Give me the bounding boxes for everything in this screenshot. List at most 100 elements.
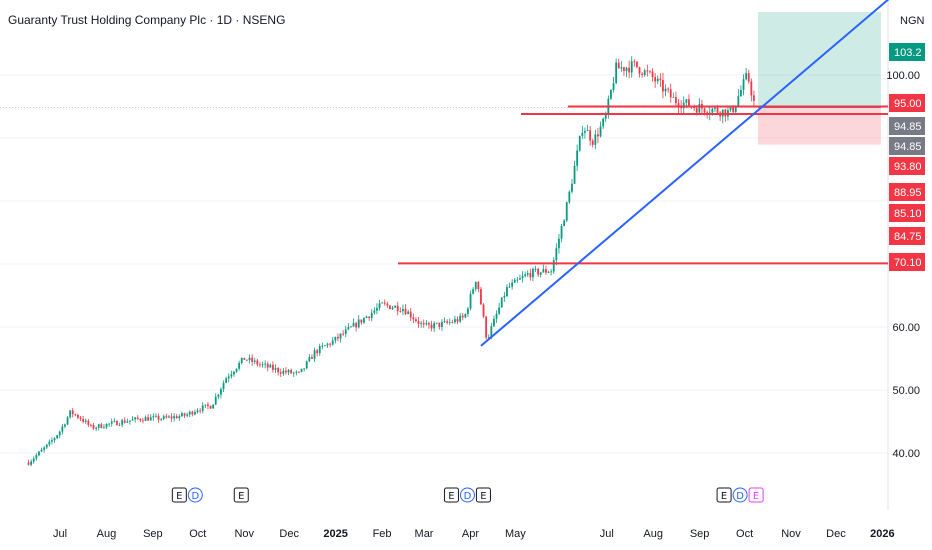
candle-body: [412, 317, 415, 320]
candle-body: [539, 272, 542, 275]
candle-body: [295, 371, 298, 373]
candle-body: [285, 370, 287, 373]
x-tick-label: Jul: [600, 528, 614, 540]
candle-body: [157, 415, 160, 420]
candle-body: [339, 333, 342, 339]
candle-body: [602, 118, 605, 127]
position-target-zone[interactable]: [758, 12, 881, 108]
candle-body: [641, 73, 644, 76]
candle-body: [51, 440, 53, 442]
x-tick-label: Apr: [462, 528, 479, 540]
y-tick-label: 60.00: [892, 322, 920, 334]
candle-body: [45, 444, 48, 448]
event-mark-label[interactable]: E: [238, 491, 244, 502]
candle-body: [352, 322, 355, 327]
candle-body: [32, 458, 35, 462]
candle-body: [376, 307, 378, 311]
candle-body: [552, 260, 555, 272]
earnings-event-icon[interactable]: [716, 487, 732, 503]
candle-body: [110, 421, 113, 424]
x-tick-label: Nov: [781, 528, 801, 540]
currency-label[interactable]: NGN: [900, 15, 925, 27]
event-mark-label[interactable]: E: [480, 491, 486, 502]
event-mark-label[interactable]: E: [753, 491, 759, 502]
candle-body: [584, 131, 586, 133]
candle-body: [454, 319, 456, 323]
candle-body: [165, 416, 168, 418]
dividend-event-icon[interactable]: [732, 487, 748, 503]
candle-body: [360, 319, 363, 323]
earnings-event-icon[interactable]: [443, 487, 459, 503]
candle-body: [186, 414, 189, 416]
price-label-box: [889, 137, 925, 155]
candle-body: [303, 368, 306, 370]
event-mark-label[interactable]: D: [736, 491, 744, 502]
dividend-event-icon[interactable]: [459, 487, 475, 503]
candle-body: [147, 417, 150, 421]
position-stop-zone[interactable]: [758, 107, 881, 145]
candle-body: [721, 109, 724, 117]
candle-body: [495, 313, 498, 319]
earnings-event-icon[interactable]: [475, 487, 491, 503]
earnings-event-icon[interactable]: [233, 487, 249, 503]
candle-body: [732, 107, 735, 112]
candle-body: [142, 420, 144, 422]
event-mark-label[interactable]: E: [721, 491, 727, 502]
candle-body: [747, 73, 750, 82]
candle-body: [646, 70, 649, 72]
candle-body: [238, 362, 241, 369]
candle-body: [594, 134, 597, 145]
candle-body: [100, 424, 103, 428]
earnings-event-icon[interactable]: [748, 487, 764, 503]
candle-body: [511, 282, 514, 287]
price-label: 85.10: [894, 208, 922, 220]
event-mark-label[interactable]: D: [464, 491, 472, 502]
candle-body: [409, 311, 412, 318]
candle-body: [456, 319, 459, 322]
candle-body: [243, 357, 246, 360]
candle-body: [318, 346, 321, 354]
dividend-event-icon[interactable]: [187, 487, 203, 503]
price-label: 93.80: [894, 161, 922, 173]
candle-body: [199, 410, 202, 412]
candle-body: [734, 105, 737, 112]
candle-body: [209, 405, 212, 409]
candle-body: [597, 134, 599, 137]
candle-body: [168, 416, 170, 418]
candle-body: [526, 273, 529, 275]
event-mark-label[interactable]: D: [191, 491, 199, 502]
candle-body: [459, 315, 462, 322]
earnings-event-icon[interactable]: [171, 487, 187, 503]
candle-body: [443, 321, 446, 323]
trendline[interactable]: [480, 0, 890, 347]
candle-body: [425, 323, 428, 325]
candle-body: [178, 416, 181, 419]
candle-body: [181, 413, 183, 417]
event-mark-label[interactable]: E: [176, 491, 182, 502]
candle-body: [298, 371, 300, 373]
candle-body: [61, 426, 64, 432]
candle-body: [290, 370, 293, 374]
candle-body: [659, 78, 662, 81]
candle-body: [175, 416, 178, 419]
candle-body: [633, 61, 636, 63]
candle-body: [269, 364, 272, 368]
candle-body: [500, 297, 503, 308]
candle-body: [636, 61, 638, 68]
candle-body: [90, 424, 92, 426]
candle-body: [87, 420, 90, 425]
candle-body: [53, 438, 56, 441]
candle-body: [350, 326, 352, 328]
candle-body: [139, 418, 142, 421]
candle-body: [292, 372, 295, 374]
candle-body: [381, 302, 384, 304]
candle-body: [682, 102, 685, 109]
candle-body: [300, 368, 303, 372]
candle-body: [194, 412, 196, 415]
candle-body: [680, 107, 683, 109]
candle-body: [417, 321, 420, 324]
candle-body: [446, 321, 449, 323]
candle-body: [66, 417, 69, 425]
event-mark-label[interactable]: E: [448, 491, 454, 502]
